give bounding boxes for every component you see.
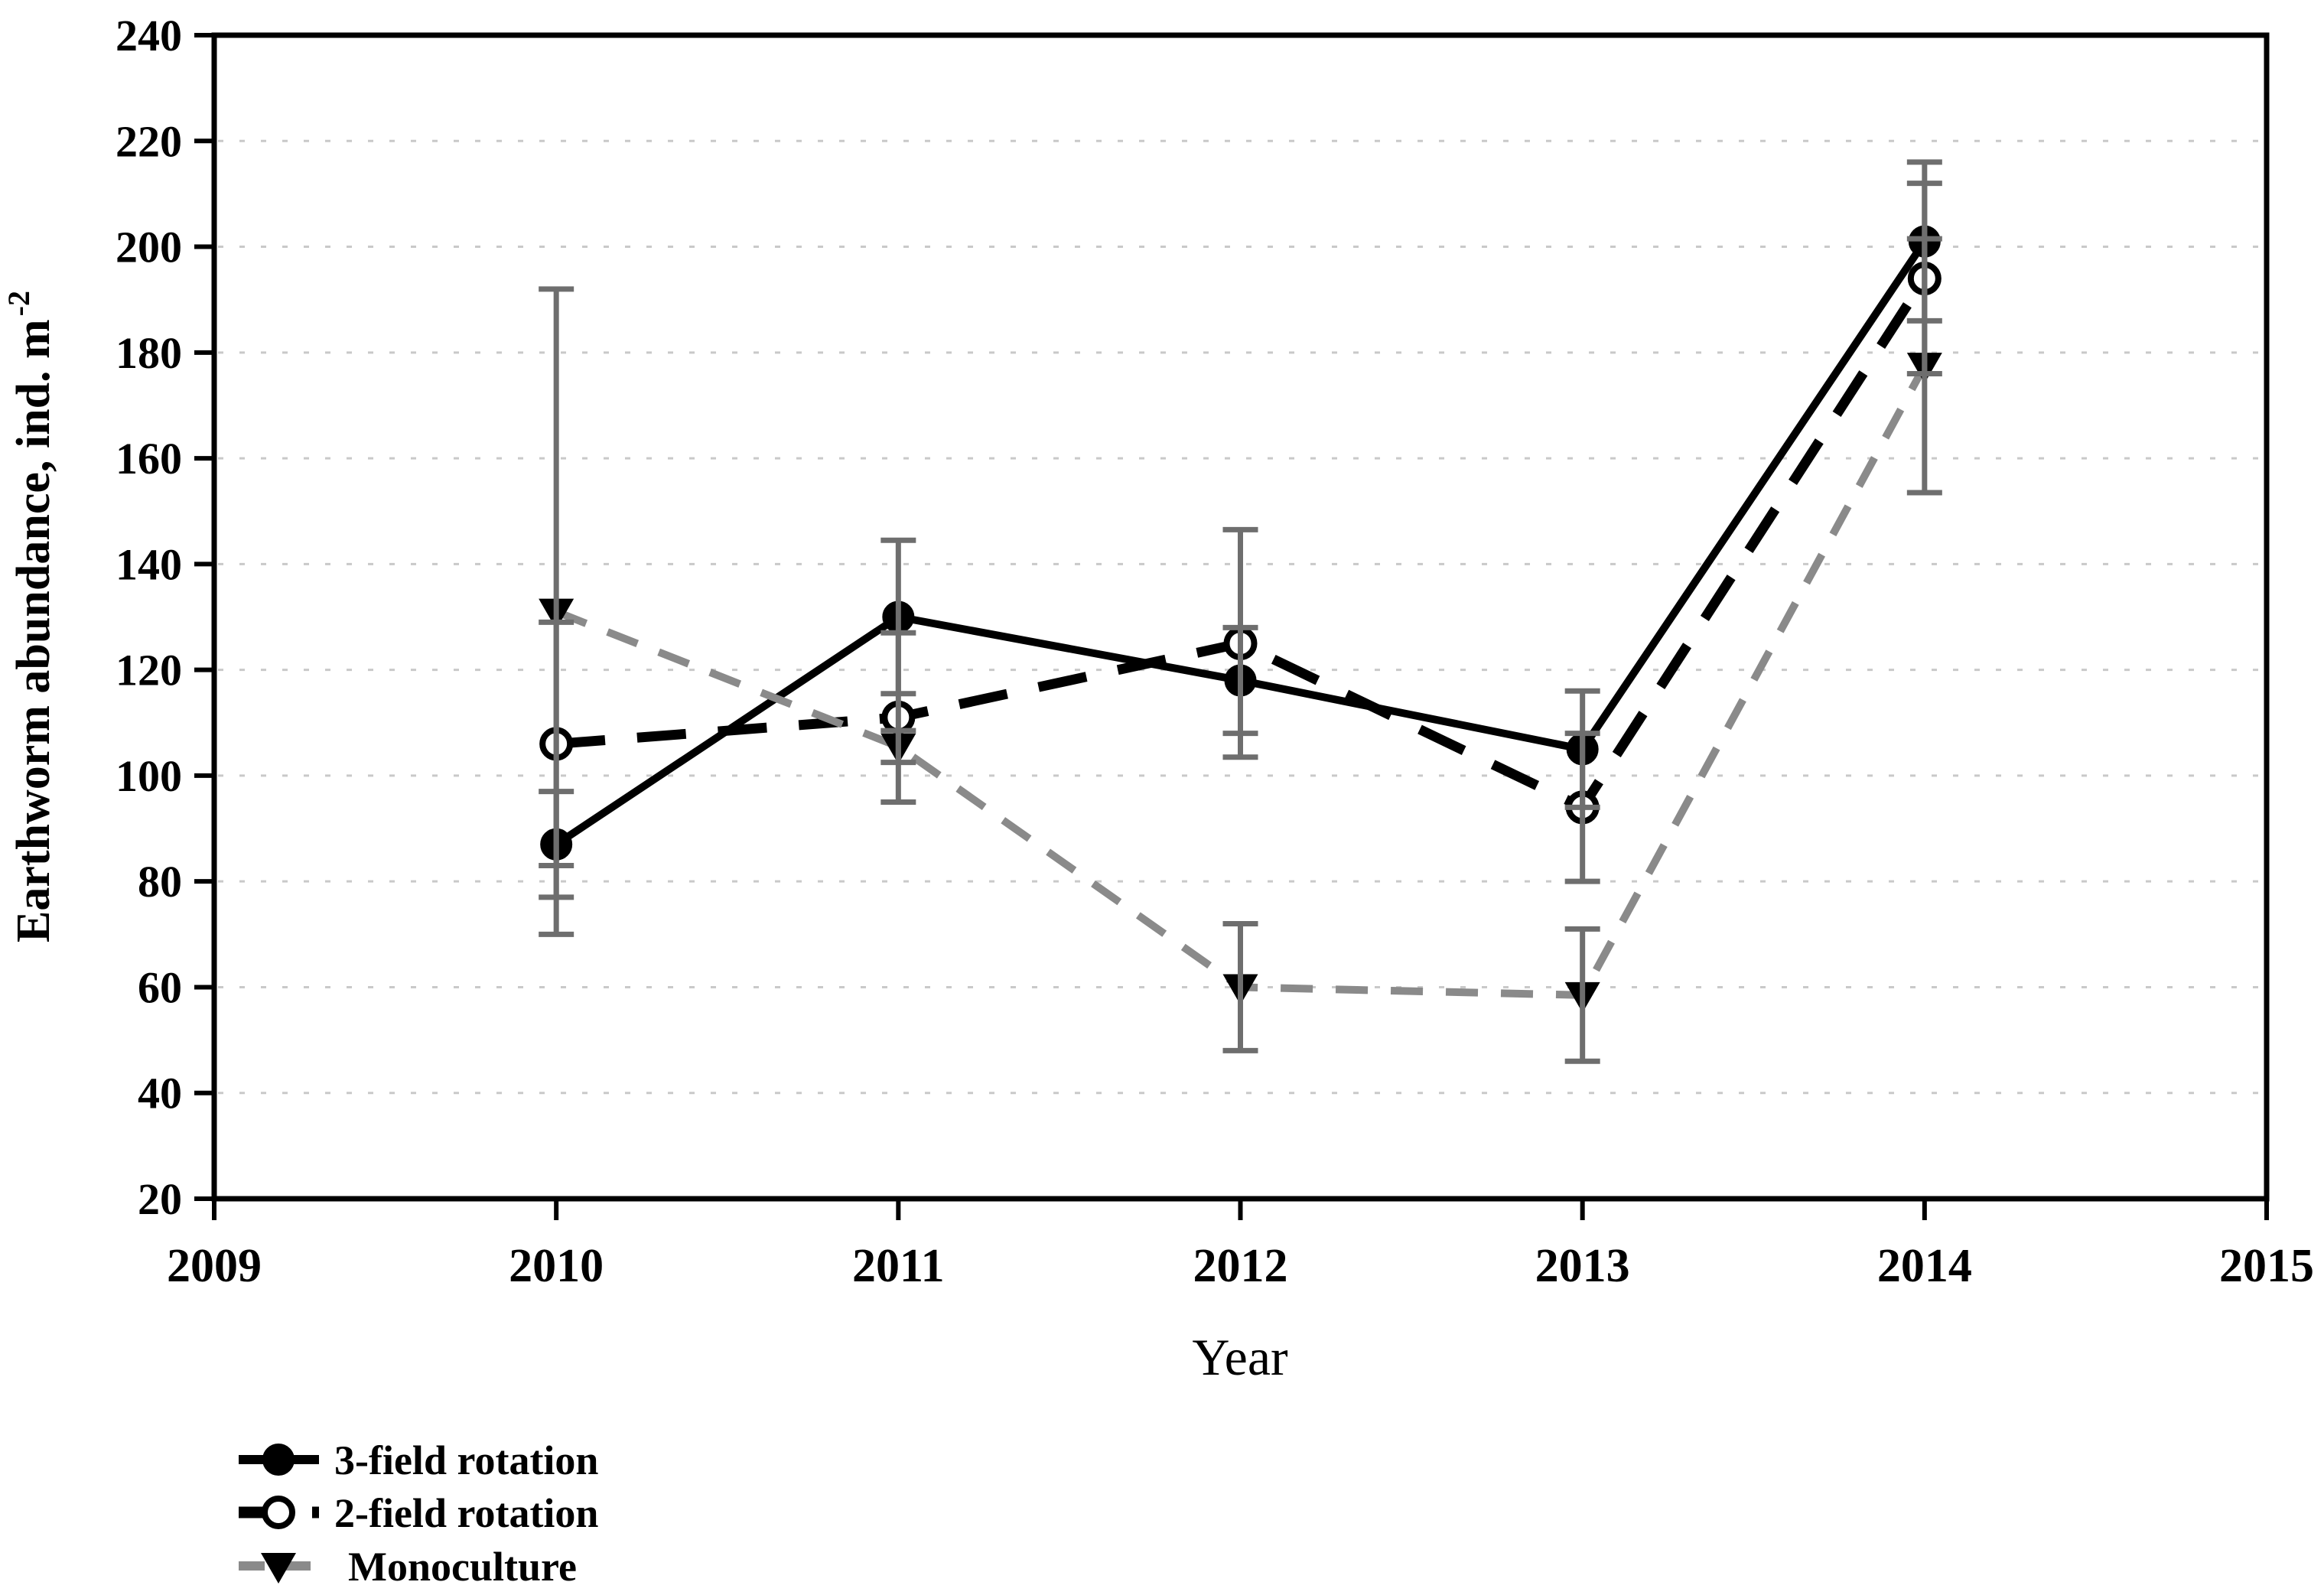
x-axis-title: Year bbox=[1192, 1328, 1288, 1386]
y-tick-label-120: 120 bbox=[116, 646, 182, 695]
legend-item-2: Monoculture bbox=[239, 1544, 577, 1590]
x-tick-label-2012: 2012 bbox=[1193, 1240, 1288, 1292]
y-tick-label-200: 200 bbox=[116, 223, 182, 272]
x-tick-label-2014: 2014 bbox=[1877, 1240, 1972, 1292]
legend-label: Monoculture bbox=[348, 1544, 577, 1590]
legend-marker-filled-triangle-down bbox=[261, 1553, 296, 1584]
error-bar-s2-2013 bbox=[1564, 926, 1600, 1064]
legend-item-1: 2-field rotation bbox=[239, 1490, 598, 1536]
error-bars-layer bbox=[539, 159, 1942, 1064]
legend-item-0: 3-field rotation bbox=[239, 1437, 598, 1483]
legend-label: 2-field rotation bbox=[334, 1490, 598, 1536]
legend-marker-open-circle bbox=[262, 1496, 295, 1529]
error-bar-s1-2011 bbox=[880, 630, 916, 805]
legend: 3-field rotation 2-field rotation Monocult… bbox=[239, 1437, 598, 1590]
x-tick-label-2009: 2009 bbox=[167, 1240, 262, 1292]
x-tick-label-2011: 2011 bbox=[852, 1240, 945, 1292]
y-axis-title: Earthworm abundance, ind. m -2 bbox=[2, 291, 60, 942]
x-tick-label-2015: 2015 bbox=[2219, 1240, 2314, 1292]
y-tick-label-220: 220 bbox=[116, 116, 182, 166]
y-tick-label-20: 20 bbox=[138, 1174, 182, 1224]
error-bar-s2-2012 bbox=[1222, 920, 1258, 1053]
error-bar-s1-2012 bbox=[1222, 526, 1258, 760]
y-tick-label-180: 180 bbox=[116, 328, 182, 378]
x-tick-label-2013: 2013 bbox=[1535, 1240, 1630, 1292]
y-tick-label-60: 60 bbox=[138, 962, 182, 1012]
axes-frame-layer bbox=[194, 32, 2270, 1220]
legend-label: 3-field rotation bbox=[334, 1437, 598, 1483]
y-axis-title-superscript: -2 bbox=[2, 291, 36, 316]
y-axis-title-main: Earthworm abundance, ind. m bbox=[8, 319, 60, 942]
y-tick-label-40: 40 bbox=[138, 1069, 182, 1118]
plot-frame bbox=[211, 32, 2270, 1202]
y-tick-label-100: 100 bbox=[116, 751, 182, 801]
y-tick-label-240: 240 bbox=[116, 11, 182, 60]
y-tick-label-80: 80 bbox=[138, 857, 182, 907]
y-tick-label-140: 140 bbox=[116, 539, 182, 589]
legend-marker-filled-circle bbox=[262, 1444, 295, 1476]
tick-labels-layer: 20 40 60 80 100 120 140 160 180 200 220 240 2009 2010… bbox=[116, 11, 2314, 1292]
error-bar-s2-2010 bbox=[539, 286, 574, 937]
error-bar-s2-2011 bbox=[880, 728, 916, 766]
error-bar-s2-2014 bbox=[1906, 236, 1942, 496]
y-tick-label-160: 160 bbox=[116, 434, 182, 483]
error-bar-s1-2013 bbox=[1564, 731, 1600, 884]
x-tick-label-2010: 2010 bbox=[509, 1240, 604, 1292]
